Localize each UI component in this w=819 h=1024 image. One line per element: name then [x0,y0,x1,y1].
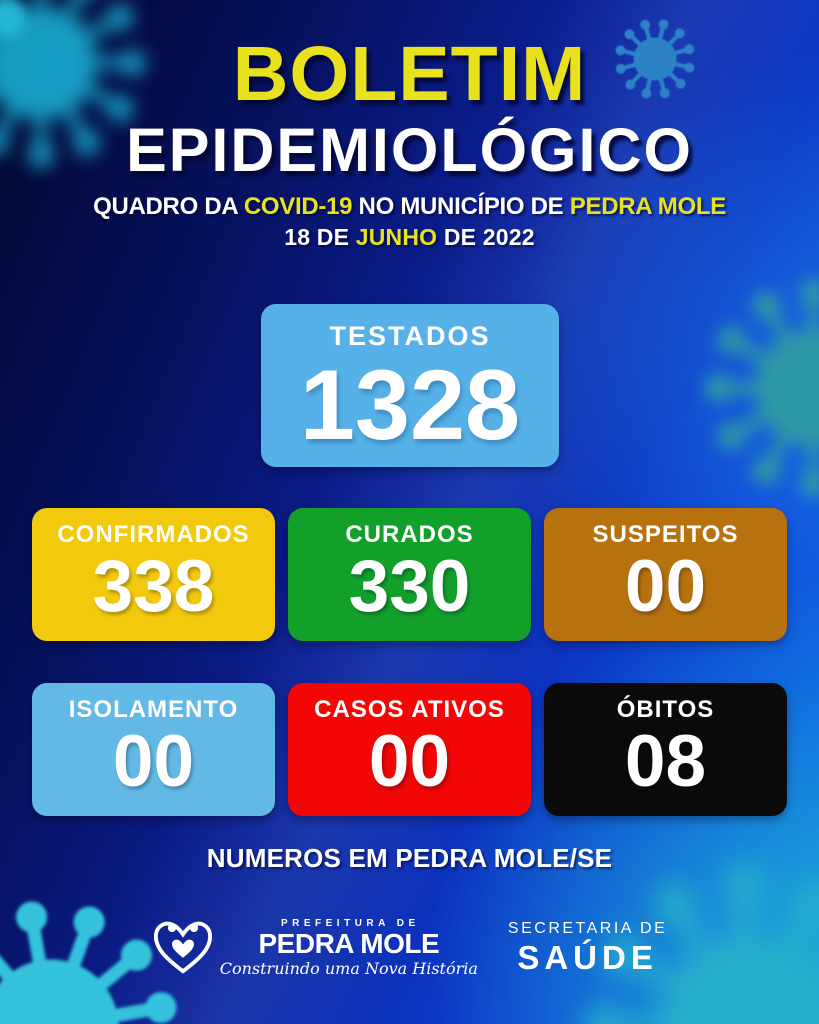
stat-card-value: 1328 [299,349,521,460]
secretaria-saude-label: SAÚDE [517,938,658,976]
prefeitura-text-block: PREFEITURA DE PEDRA MOLE Construindo uma… [220,918,478,978]
stat-card-label: TESTADOS [329,321,491,351]
tagline-part1: QUADRO DA [93,193,238,220]
stat-card-value: 00 [112,721,195,802]
date-part3: DE 2022 [443,224,535,250]
tagline-pedra-mole: PEDRA MOLE [569,193,726,220]
stat-card-label: CONFIRMADOS [57,521,250,548]
stat-card-label: CASOS ATIVOS [314,696,505,723]
footer-note: NUMEROS EM PEDRA MOLE/SE [206,843,613,873]
prefeitura-name: PEDRA MOLE [258,928,440,959]
date-month: JUNHO [355,224,438,250]
stat-card-value: 08 [624,721,707,802]
stat-card-label: ISOLAMENTO [68,696,239,723]
poster-header: BOLETIM EPIDEMIOLÓGICO QUADRO DA COVID-1… [0,36,819,251]
prefeitura-slogan: Construindo uma Nova História [219,959,478,979]
tagline-part3: NO MUNICÍPIO DE [358,193,564,220]
stat-card-suspeitos: SUSPEITOS 00 [544,508,787,641]
tagline: QUADRO DA COVID-19 NO MUNICÍPIO DE PEDRA… [0,193,819,221]
stat-card-isolamento: ISOLAMENTO 00 [32,683,275,816]
heart-people-icon [152,919,214,977]
stat-card-value: 00 [368,721,451,802]
stat-card-testados: TESTADOS 1328 [261,304,559,467]
stat-card-label: SUSPEITOS [592,521,739,548]
secretaria-de-label: SECRETARIA DE [507,919,668,937]
stat-card-obitos: ÓBITOS 08 [544,683,787,816]
stat-card-casos-ativos: CASOS ATIVOS 00 [288,683,531,816]
stat-card-label: ÓBITOS [616,696,715,723]
date-line: 18 DE JUNHO DE 2022 [0,224,819,251]
stat-card-confirmados: CONFIRMADOS 338 [32,508,275,641]
stat-card-value: 330 [348,546,471,627]
footer-logos: PREFEITURA DE PEDRA MOLE Construindo uma… [0,918,819,978]
stat-card-label: CURADOS [345,521,474,548]
prefeitura-de-label: PREFEITURA DE [280,918,420,929]
title-boletim: BOLETIM [232,31,587,117]
stat-card-curados: CURADOS 330 [288,508,531,641]
stat-card-value: 00 [624,546,707,627]
date-part1: 18 DE [284,224,350,250]
tagline-covid19: COVID-19 [243,193,353,220]
stat-card-value: 338 [92,546,215,627]
title-epidemiologico: EPIDEMIOLÓGICO [126,116,693,184]
prefeitura-logo: PREFEITURA DE PEDRA MOLE Construindo uma… [152,918,478,978]
secretaria-logo: SECRETARIA DE SAÚDE [508,920,667,977]
